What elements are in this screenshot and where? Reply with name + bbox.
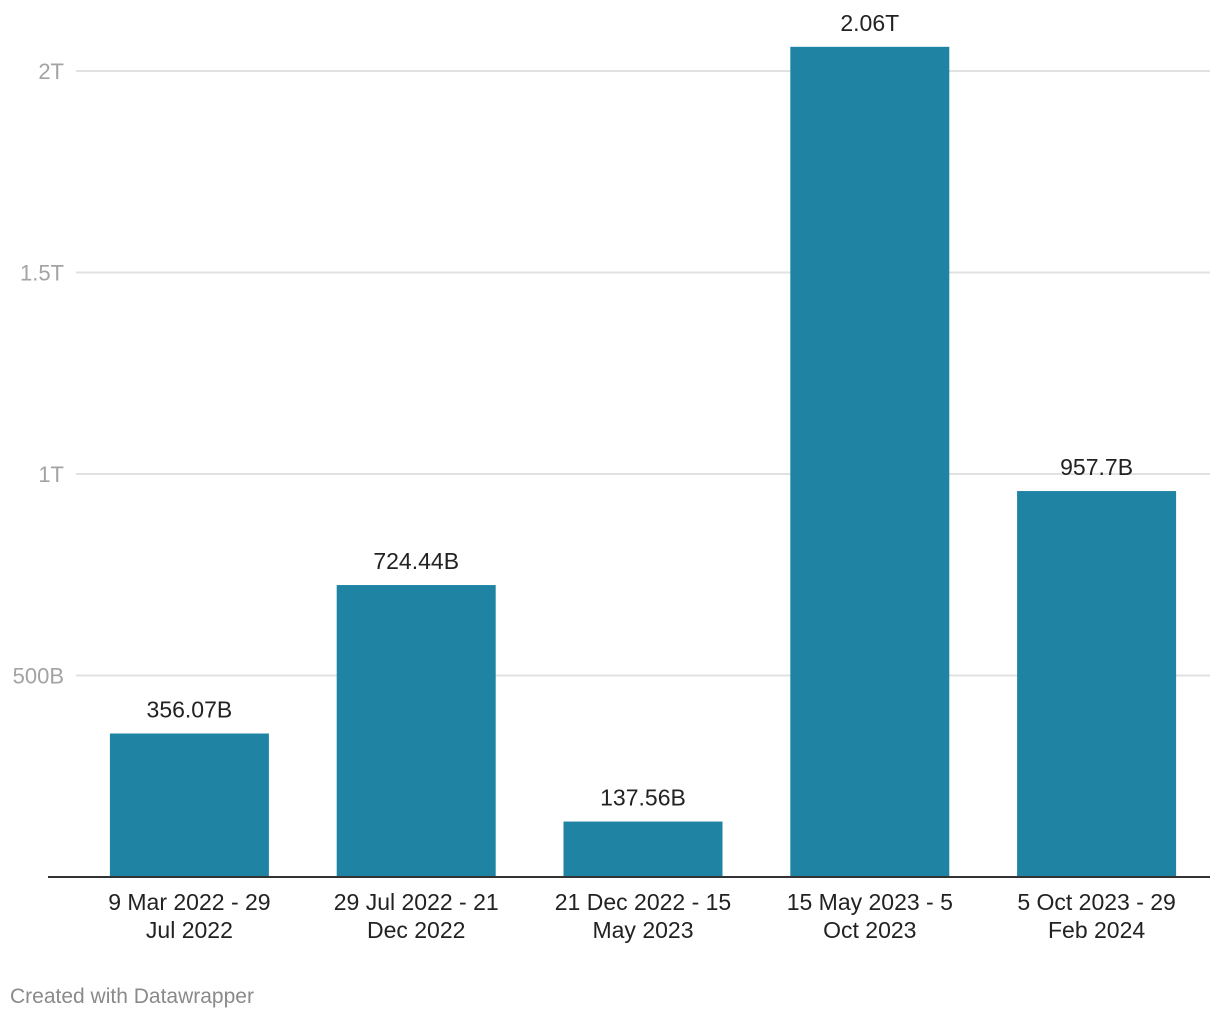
y-axis-tick-labels: 500B 1T 1.5T 2T [13,59,64,689]
x-tick-label: 15 May 2023 - 5 [787,889,953,915]
bar [336,585,496,877]
bar-value-label: 356.07B [147,697,233,723]
bar-value-label: 957.7B [1060,454,1133,480]
y-tick-label: 1T [38,462,64,487]
x-tick-label: Oct 2023 [823,917,916,943]
bar-value-label: 2.06T [840,10,899,36]
y-tick-label: 1.5T [20,261,64,286]
data-labels: 356.07B 724.44B 137.56B 2.06T 957.7B [147,10,1134,811]
bar [563,821,723,877]
x-tick-label: May 2023 [592,917,693,943]
x-tick-label: 21 Dec 2022 - 15 [555,889,731,915]
y-tick-label: 500B [13,664,64,689]
y-tick-label: 2T [38,59,64,84]
x-tick-label: 9 Mar 2022 - 29 [108,889,270,915]
bar [790,46,950,877]
bar-value-label: 724.44B [373,548,459,574]
bar [1017,491,1177,877]
bar-value-label: 137.56B [600,785,686,811]
bar-chart: 500B 1T 1.5T 2T 356.07B 724.44B 137.56B 2.06T 9… [13,10,1210,943]
x-tick-label: Feb 2024 [1048,917,1145,943]
x-tick-label: 5 Oct 2023 - 29 [1017,889,1176,915]
footer-credit: Created with Datawrapper [10,985,254,1008]
bars [109,46,1177,877]
bar [109,733,269,877]
x-tick-label: Dec 2022 [367,917,465,943]
x-tick-label: Jul 2022 [146,917,233,943]
x-tick-label: 29 Jul 2022 - 21 [334,889,499,915]
